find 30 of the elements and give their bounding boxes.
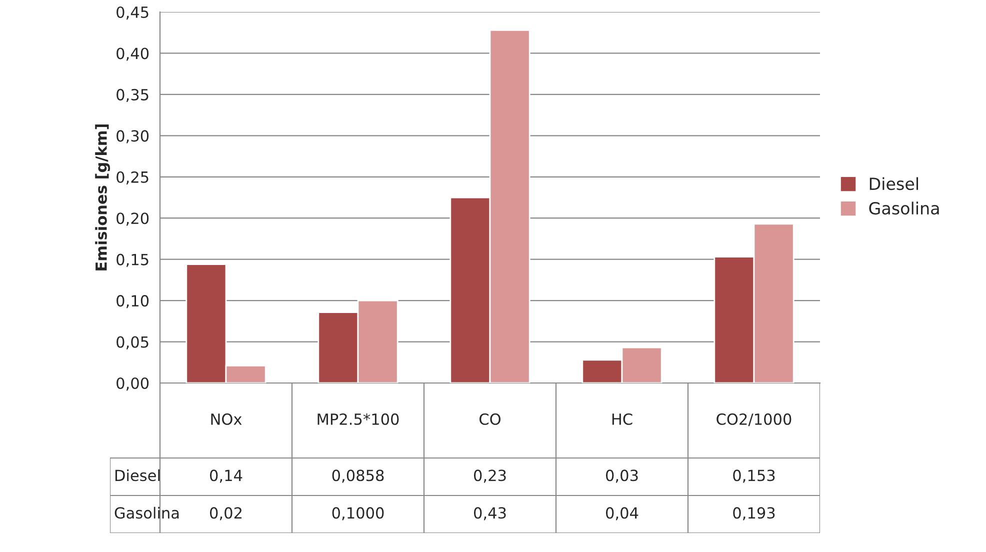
data-label: 0,23 bbox=[474, 470, 506, 483]
data-label: 0,43 bbox=[474, 507, 506, 520]
y-tick-label: 0,20 bbox=[116, 212, 149, 226]
data-label: 0,0858 bbox=[332, 470, 384, 483]
data-label: 0,193 bbox=[733, 507, 775, 520]
x-tick-label: HC bbox=[612, 413, 632, 425]
y-tick-label: 0,25 bbox=[116, 171, 148, 184]
y-tick-label: 0,45 bbox=[116, 6, 148, 20]
data-label: 0,153 bbox=[733, 470, 775, 483]
text: Diesel bbox=[115, 469, 160, 482]
legend-label: Gasolina bbox=[869, 202, 939, 215]
data-label: 0,04 bbox=[606, 507, 638, 520]
y-tick-label: 0,40 bbox=[116, 48, 149, 61]
y-tick-label: 0,15 bbox=[116, 254, 148, 267]
x-tick-label: CO bbox=[480, 413, 500, 425]
y-tick-label: 0,30 bbox=[116, 130, 149, 144]
y-tick-label: 0,05 bbox=[116, 336, 148, 350]
data-label: 0,14 bbox=[210, 470, 242, 483]
data-label: 0,1000 bbox=[332, 507, 384, 520]
y-tick-label: 0,35 bbox=[116, 88, 148, 102]
legend-label: Diesel bbox=[870, 177, 918, 190]
text: Gasolina bbox=[114, 506, 179, 519]
y-axis-title: Emisiones [g/km] bbox=[95, 124, 110, 270]
y-tick-label: 0,10 bbox=[116, 295, 149, 308]
x-tick-label: MP2.5*100 bbox=[318, 413, 399, 425]
x-tick-label: CO2/1000 bbox=[716, 413, 792, 426]
data-label: 0,03 bbox=[606, 470, 638, 483]
x-tick-label: NOx bbox=[211, 413, 242, 425]
data-label: 0,02 bbox=[210, 507, 242, 520]
y-tick-label: 0,00 bbox=[116, 377, 149, 391]
